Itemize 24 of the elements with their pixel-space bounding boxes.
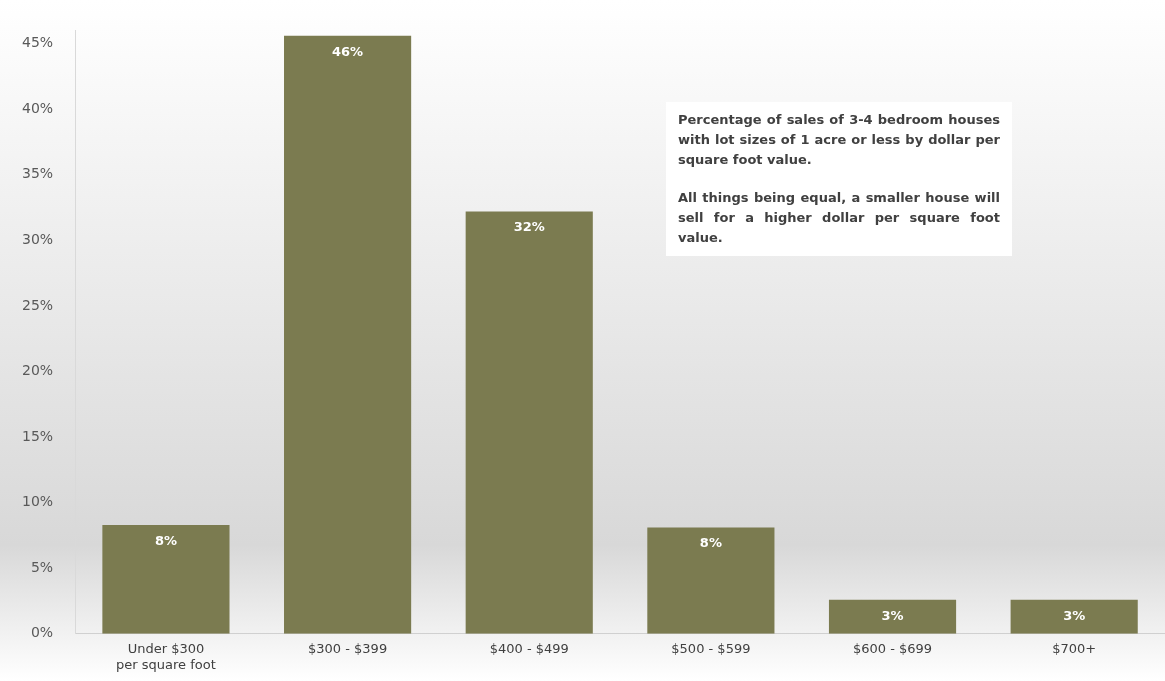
x-tick-label: $600 - $699 xyxy=(852,640,933,656)
x-tick-label: Under $300 per square foot xyxy=(116,640,216,672)
data-label: 8% xyxy=(699,535,722,551)
y-tick-label: 10% xyxy=(21,493,54,510)
y-tick-label: 25% xyxy=(21,296,54,313)
y-tick-label: 40% xyxy=(21,99,54,116)
annotation: All things being equal, a smaller house will sell for a higher dollar per square foot value. xyxy=(678,189,1000,247)
y-tick-label: 5% xyxy=(30,558,54,575)
data-label: 3% xyxy=(881,607,904,623)
y-tick-label: 35% xyxy=(21,165,54,182)
data-label: 32% xyxy=(513,219,545,235)
data-label: 46% xyxy=(332,43,364,59)
annotation: Percentage of sales of 3-4 bedroom houses with lot sizes of 1 acre or less by dollar per square foot value. xyxy=(678,111,1000,169)
y-tick-label: 30% xyxy=(21,230,54,247)
data-label: 3% xyxy=(1063,607,1086,623)
y-tick-label: 45% xyxy=(21,34,54,51)
x-tick-label: $400 - $499 xyxy=(489,640,569,656)
y-tick-label: 20% xyxy=(21,362,54,379)
y-tick-label: 15% xyxy=(21,427,54,444)
y-tick-label: 0% xyxy=(30,624,54,641)
x-tick-label: $500 - $599 xyxy=(671,640,751,656)
x-tick-label: $700+ xyxy=(1052,640,1097,656)
x-tick-label: $300 - $399 xyxy=(308,640,388,656)
data-label: 8% xyxy=(154,532,177,548)
